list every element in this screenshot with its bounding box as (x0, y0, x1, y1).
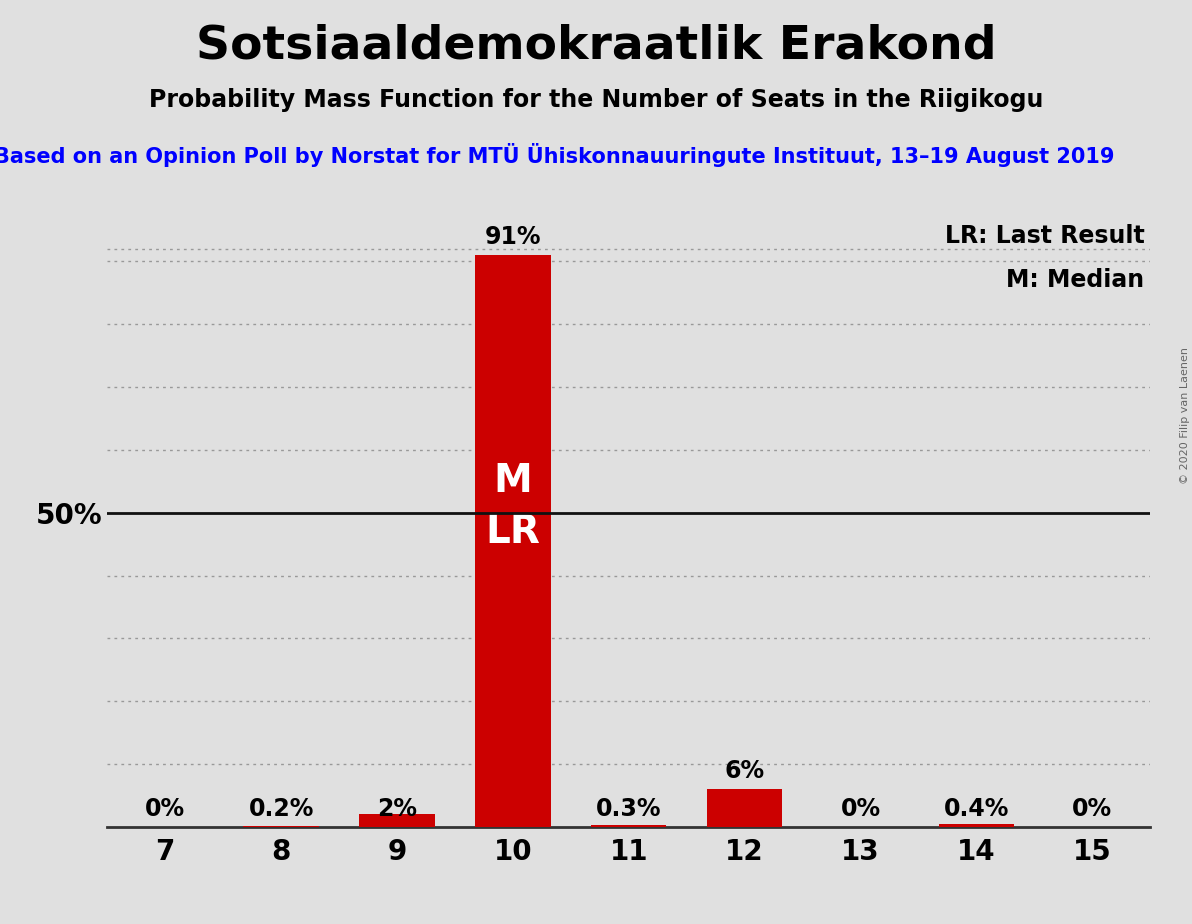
Text: Sotsiaaldemokraatlik Erakond: Sotsiaaldemokraatlik Erakond (195, 23, 997, 68)
Text: 0.2%: 0.2% (248, 796, 313, 821)
Bar (939, 824, 1014, 827)
Bar (707, 789, 782, 827)
Text: 91%: 91% (485, 225, 541, 249)
Text: M: Median: M: Median (1006, 268, 1144, 292)
Text: LR: LR (485, 513, 540, 551)
Text: Based on an Opinion Poll by Norstat for MTÜ Ühiskonnauuringute Instituut, 13–19 : Based on an Opinion Poll by Norstat for … (0, 143, 1115, 167)
Bar (243, 826, 318, 827)
Text: M: M (493, 462, 533, 500)
Text: Probability Mass Function for the Number of Seats in the Riigikogu: Probability Mass Function for the Number… (149, 88, 1043, 112)
Bar (359, 814, 435, 827)
Bar (591, 825, 666, 827)
Text: 0.3%: 0.3% (596, 796, 662, 821)
Bar (476, 255, 551, 827)
Text: © 2020 Filip van Laenen: © 2020 Filip van Laenen (1180, 347, 1190, 484)
Text: 0%: 0% (840, 796, 881, 821)
Text: LR: Last Result: LR: Last Result (945, 224, 1144, 248)
Text: 6%: 6% (725, 759, 765, 783)
Text: 2%: 2% (377, 796, 417, 821)
Text: 0.4%: 0.4% (944, 796, 1010, 821)
Text: 0%: 0% (1073, 796, 1112, 821)
Text: 0%: 0% (145, 796, 185, 821)
